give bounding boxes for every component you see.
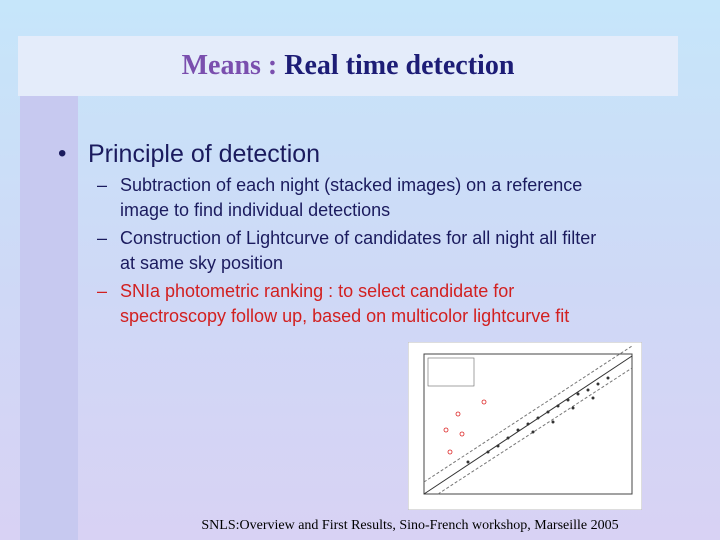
bullet-dot: • <box>58 140 67 167</box>
sub-dash: – <box>97 281 108 301</box>
title-lead: Means : <box>181 50 278 81</box>
footer: SNLS:Overview and First Results, Sino-Fr… <box>201 518 619 533</box>
sub-item-line: image to find individual detections <box>120 200 391 220</box>
side-bar <box>20 96 78 540</box>
plot-image <box>408 342 642 510</box>
sub-item-line: at same sky position <box>120 253 284 273</box>
title-box <box>18 36 678 96</box>
title-rest: Real time detection <box>284 50 515 81</box>
sub-dash: – <box>97 175 108 195</box>
sub-item-line: SNIa photometric ranking : to select can… <box>120 281 515 301</box>
sub-item-line: spectroscopy follow up, based on multico… <box>120 306 570 326</box>
bullet: Principle of detection <box>88 140 321 168</box>
sub-item-line: Subtraction of each night (stacked image… <box>120 175 583 195</box>
title: Means : Real time detection <box>18 50 678 82</box>
sub-dash: – <box>97 228 108 248</box>
sub-item-line: Construction of Lightcurve of candidates… <box>120 228 597 248</box>
